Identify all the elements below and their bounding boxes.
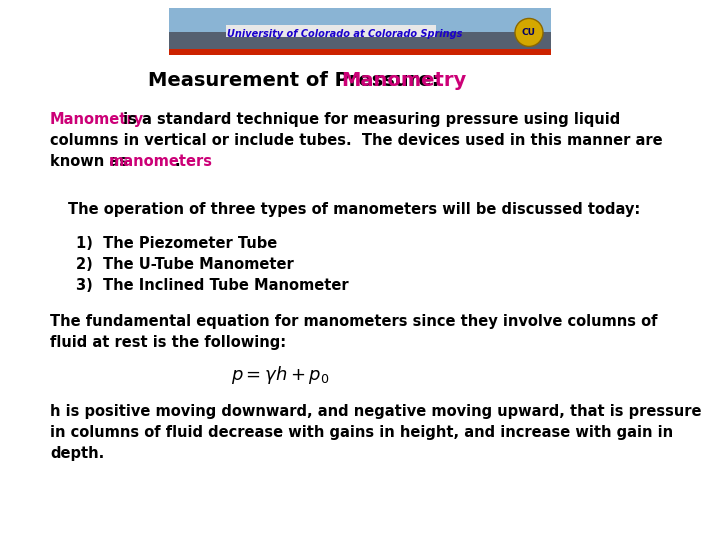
Circle shape (515, 18, 543, 46)
Text: known as: known as (50, 154, 133, 169)
Text: in columns of fluid decrease with gains in height, and increase with gain in: in columns of fluid decrease with gains … (50, 425, 673, 440)
Text: columns in vertical or include tubes.  The devices used in this manner are: columns in vertical or include tubes. Th… (50, 133, 662, 148)
Text: CU: CU (522, 28, 536, 37)
Text: $p = \gamma h + p_0$: $p = \gamma h + p_0$ (231, 364, 329, 386)
Bar (169, 49, 551, 55)
Text: Manometry: Manometry (50, 112, 144, 127)
Bar (169, 31, 551, 55)
Text: manometers: manometers (109, 154, 213, 169)
Text: University of Colorado at Colorado Springs: University of Colorado at Colorado Sprin… (227, 29, 462, 39)
Bar (169, 8, 551, 55)
Bar (226, 25, 436, 37)
Text: 3)  The Inclined Tube Manometer: 3) The Inclined Tube Manometer (76, 278, 348, 293)
Text: The fundamental equation for manometers since they involve columns of: The fundamental equation for manometers … (50, 314, 657, 329)
Text: depth.: depth. (50, 446, 104, 461)
Text: h is positive moving downward, and negative moving upward, that is pressure: h is positive moving downward, and negat… (50, 404, 701, 419)
Text: The operation of three types of manometers will be discussed today:: The operation of three types of manomete… (68, 202, 640, 217)
Text: fluid at rest is the following:: fluid at rest is the following: (50, 335, 286, 349)
Text: 1)  The Piezometer Tube: 1) The Piezometer Tube (76, 236, 277, 251)
Text: Manometry: Manometry (341, 71, 467, 90)
Text: .: . (174, 154, 179, 169)
Text: Measurement of Pressure:: Measurement of Pressure: (148, 71, 446, 90)
Text: is a standard technique for measuring pressure using liquid: is a standard technique for measuring pr… (118, 112, 620, 127)
Text: 2)  The U-Tube Manometer: 2) The U-Tube Manometer (76, 257, 294, 272)
